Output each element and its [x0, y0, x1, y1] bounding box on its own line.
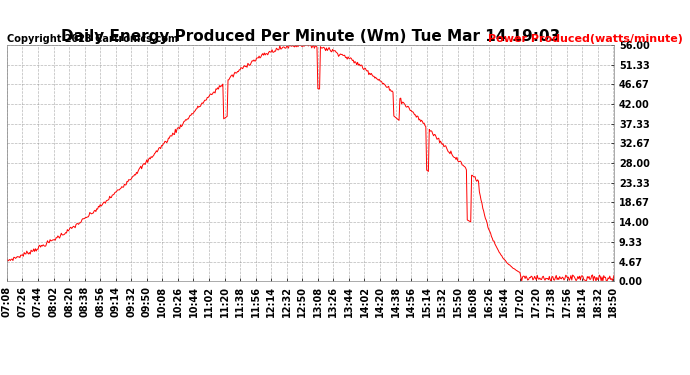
Text: Power Produced(watts/minute): Power Produced(watts/minute) [489, 34, 683, 44]
Title: Daily Energy Produced Per Minute (Wm) Tue Mar 14 19:03: Daily Energy Produced Per Minute (Wm) Tu… [61, 29, 560, 44]
Text: Copyright 2023 Cartronics.com: Copyright 2023 Cartronics.com [7, 34, 178, 44]
